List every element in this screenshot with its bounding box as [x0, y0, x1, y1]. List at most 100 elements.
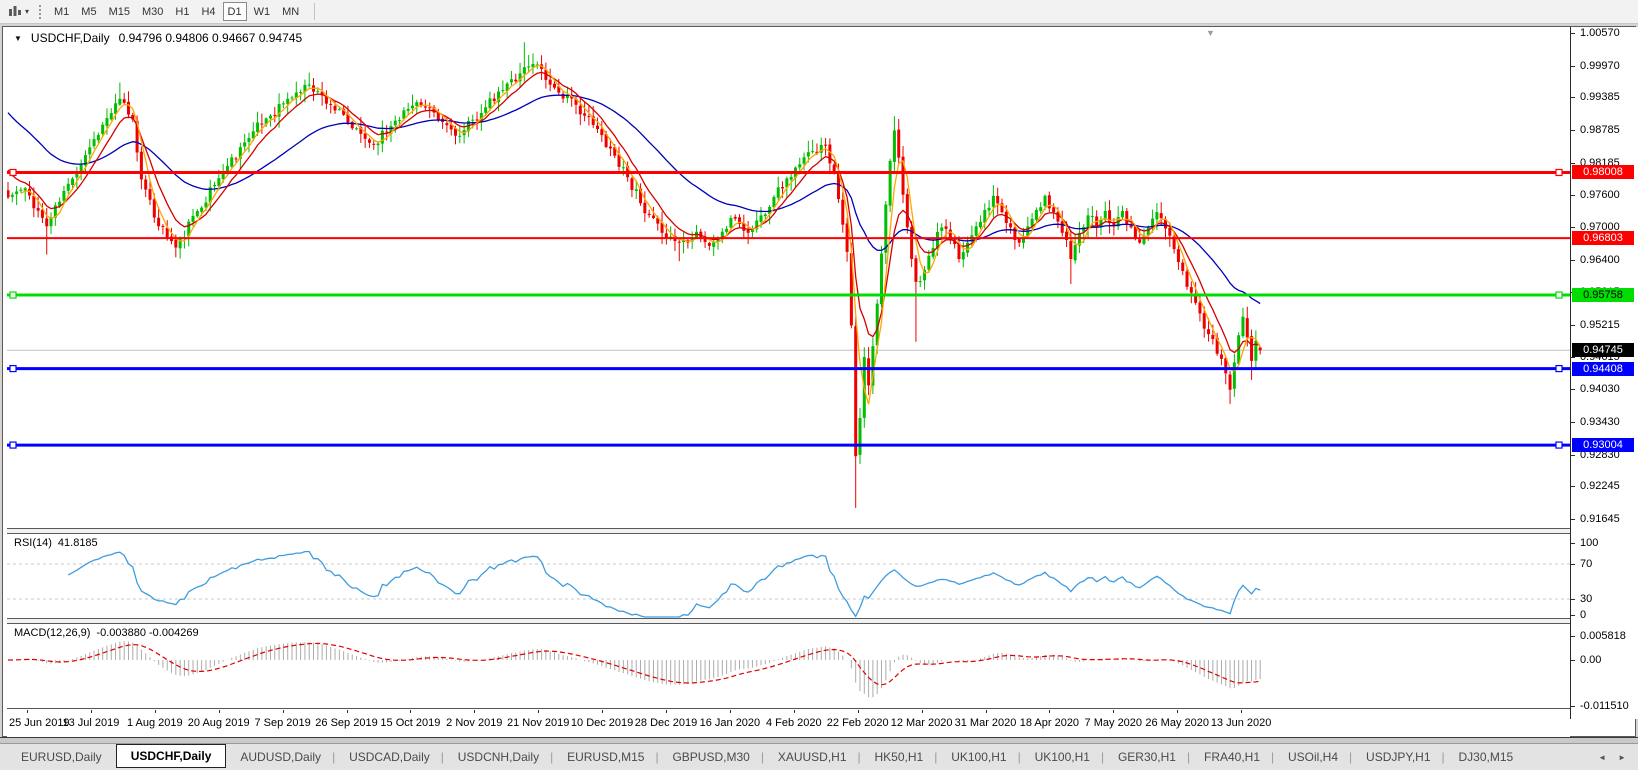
level-line-handle[interactable] [1555, 291, 1563, 299]
timeframe-button-m5[interactable]: M5 [81, 6, 97, 18]
chart-tab[interactable]: UK100,H1 [934, 746, 1020, 768]
date-label: 4 Feb 2020 [765, 717, 822, 729]
chart-tab[interactable]: HK50,H1 [858, 746, 938, 768]
date-label: 1 Aug 2019 [126, 717, 183, 729]
price-axis[interactable]: 1.00570 0.99970 0.99385 0.98785 0.98185 0.976… [1570, 27, 1638, 719]
macd-axis-label: 0.005818 [1580, 630, 1626, 642]
price-tick-mark [1571, 97, 1575, 99]
candlestick-chart[interactable] [7, 27, 1570, 528]
timeframes-toolbar: ▾ M1 M5 M15 M30 H1 H4 D1 W1 MN [0, 0, 1638, 24]
price-tick-mark [1571, 486, 1575, 488]
chart-tab[interactable]: USDJPY,H1 [1349, 746, 1444, 768]
date-tick-mark [154, 710, 156, 713]
date-label: 13 Jul 2019 [62, 717, 120, 729]
date-label: 25 Jun 2019 [9, 717, 70, 729]
dropdown-caret-icon[interactable]: ▾ [25, 7, 30, 16]
chart-tab[interactable]: AUDUSD,Daily [240, 750, 322, 764]
macd-histogram [11, 641, 1261, 698]
timeframe-button-h4[interactable]: H4 [201, 6, 216, 18]
chart-tab[interactable]: USDCNH,Daily [441, 746, 553, 768]
timeframe-button-m1[interactable]: M1 [54, 6, 70, 18]
price-tick-label: 0.92245 [1580, 480, 1620, 493]
chart-tab[interactable]: USDCHF,Daily [115, 743, 227, 768]
ma-slow-line [7, 94, 1261, 305]
date-label: 31 Mar 2020 [954, 717, 1017, 729]
level-line-handle[interactable] [9, 441, 17, 449]
date-tick-mark [666, 710, 667, 713]
date-tick-mark [27, 710, 28, 713]
date-tick-mark [1113, 710, 1115, 713]
chart-tab[interactable]: XAUUSD,H1 [761, 746, 861, 768]
date-label: 13 Jun 2020 [1210, 717, 1272, 729]
chart-title-caret-icon[interactable]: ▼ [14, 33, 22, 43]
tab-scroll-left-button[interactable]: ◄ [1598, 752, 1607, 762]
price-tick-mark [1571, 32, 1575, 34]
tab-scroll-right-button[interactable]: ► [1618, 752, 1626, 762]
timeframe-button-m15[interactable]: M15 [108, 6, 130, 18]
price-tick-label: 0.95215 [1580, 318, 1620, 331]
macd-tick-mark [1571, 660, 1575, 661]
ma-fast-line [20, 64, 1261, 405]
price-level-badge[interactable]: 0.93004 [1572, 438, 1634, 453]
ma-mid-line [7, 71, 1261, 354]
chart-tab[interactable]: GBPUSD,M30 [655, 746, 763, 768]
price-level-badge[interactable]: 0.98008 [1572, 165, 1634, 180]
chart-symbol-title: USDCHF,Daily [30, 31, 110, 45]
level-line-handle[interactable] [1555, 364, 1563, 373]
price-chart-pane[interactable]: ▼ USDCHF,Daily 0.94796 0.94806 0.94667 0… [7, 27, 1570, 528]
timeframe-button-d1[interactable]: D1 [222, 2, 247, 21]
timeframe-button-w1[interactable]: W1 [253, 6, 271, 18]
bear-candles [7, 55, 1262, 508]
chart-shift-marker-icon[interactable]: ▼ [1206, 28, 1215, 38]
level-line-handle[interactable] [9, 168, 17, 177]
macd-label: MACD(12,26,9) [14, 627, 91, 639]
date-tick-mark [857, 710, 859, 713]
price-tick-mark [1571, 260, 1575, 262]
timeframe-button-m30[interactable]: M30 [141, 6, 164, 18]
candlestick-chart-icon [9, 6, 21, 16]
date-label: 12 Mar 2020 [890, 717, 953, 729]
level-line-handle[interactable] [9, 291, 17, 299]
chart-tab[interactable]: EURUSD,M15 [550, 746, 658, 768]
pane-separator[interactable] [7, 618, 1570, 624]
date-tick-mark [282, 710, 284, 713]
window-bottom-edge [0, 737, 1638, 743]
price-level-badge[interactable]: 0.96803 [1572, 231, 1634, 246]
timeframe-button-h1[interactable]: H1 [175, 6, 190, 18]
price-tick-mark [1571, 519, 1575, 521]
price-level-badge[interactable]: 0.94745 [1572, 343, 1634, 358]
rsi-axis-label: 30 [1580, 593, 1593, 605]
date-label: 2 Nov 2019 [446, 717, 503, 729]
rsi-indicator-pane[interactable]: RSI(14) 41.8185 [7, 534, 1570, 618]
rsi-line [67, 550, 1261, 618]
chart-tab[interactable]: UK100,H1 [1018, 746, 1104, 768]
rsi-axis-label: 100 [1580, 537, 1599, 549]
pane-separator[interactable] [7, 528, 1570, 534]
charts-toolbar-button[interactable]: ▾ [5, 2, 32, 22]
macd-chart[interactable] [7, 624, 1570, 708]
date-tick-mark [1241, 710, 1243, 713]
toolbar-grip-handle[interactable] [39, 4, 42, 19]
chart-tab[interactable]: DJ30,M15 [1442, 746, 1528, 768]
price-tick-label: 0.94030 [1580, 383, 1620, 396]
chart-tab[interactable]: USDCAD,Daily [332, 746, 444, 768]
rsi-chart[interactable] [7, 534, 1570, 618]
chart-tab[interactable]: FRA40,H1 [1187, 746, 1274, 768]
date-label: 18 Apr 2020 [1019, 717, 1080, 729]
price-level-badge[interactable]: 0.94408 [1572, 361, 1634, 376]
chart-tab[interactable]: GER30,H1 [1101, 746, 1190, 768]
level-line-handle[interactable] [1555, 168, 1563, 177]
chart-tab[interactable]: USOil,H4 [1271, 746, 1352, 768]
date-label: 21 Nov 2019 [506, 717, 570, 729]
level-line-handle[interactable] [1555, 441, 1563, 449]
chart-tab[interactable]: EURUSD,Daily [21, 750, 102, 764]
level-line-handle[interactable] [9, 364, 17, 373]
date-label: 22 Feb 2020 [826, 717, 889, 729]
macd-axis-label: -0.011510 [1580, 700, 1629, 712]
price-level-badge[interactable]: 0.95758 [1572, 288, 1634, 303]
timeframe-button-mn[interactable]: MN [282, 6, 300, 18]
price-tick-mark [1571, 65, 1575, 67]
date-label: 15 Oct 2019 [380, 717, 441, 729]
time-axis[interactable]: 25 Jun 2019 13 Jul 2019 1 Aug 2019 20 Aug 2… [7, 710, 1570, 737]
macd-indicator-pane[interactable]: MACD(12,26,9) -0.003880 -0.004269 [7, 624, 1570, 709]
